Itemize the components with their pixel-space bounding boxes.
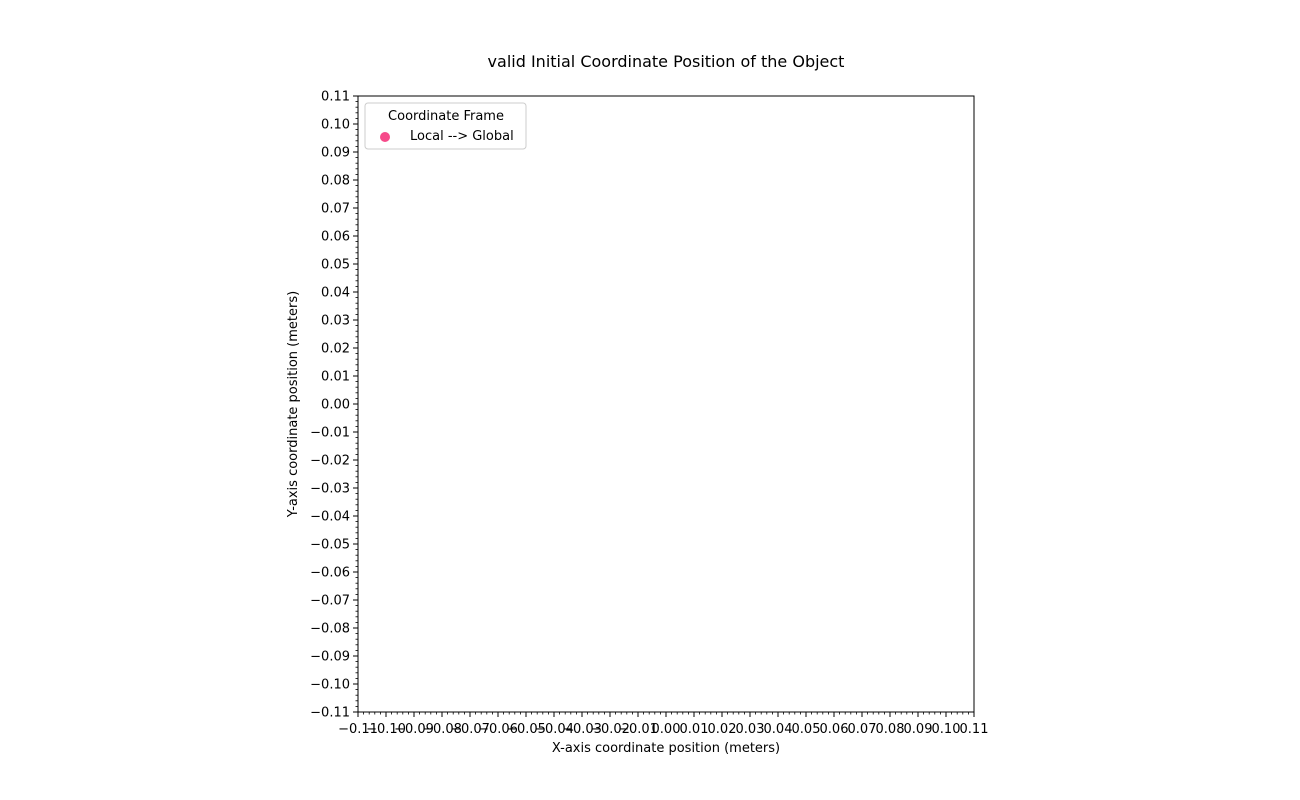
y-tick-label: −0.03: [310, 482, 350, 497]
y-tick-label: −0.08: [310, 622, 350, 637]
y-tick-label: −0.01: [310, 426, 350, 441]
y-tick-label: 0.08: [321, 174, 350, 189]
legend: Coordinate Frame Local --> Global: [364, 102, 527, 150]
y-tick-label: 0.10: [321, 118, 350, 133]
y-tick-label: 0.03: [321, 314, 350, 329]
x-tick-label: −0.04: [534, 722, 574, 737]
legend-title: Coordinate Frame: [388, 109, 504, 124]
y-tick-label: 0.11: [321, 90, 350, 105]
x-tick-label: 0.02: [708, 722, 737, 737]
y-tick-label: −0.04: [310, 510, 350, 525]
x-tick-label: 0.03: [736, 722, 765, 737]
x-tick-label: −0.08: [422, 722, 462, 737]
x-tick-label: −0.09: [394, 722, 434, 737]
y-tick-label: −0.09: [310, 650, 350, 665]
y-axis: −0.11 −0.10 −0.09 −0.08 −0.07 −0.06 −0.05 −0.04…: [310, 90, 358, 721]
x-tick-label: 0.06: [820, 722, 849, 737]
x-axis: −0.11−0.10−0.09−0.08−0.07−0.06−0.05−0.04…: [338, 712, 988, 737]
x-tick-label: 0.01: [680, 722, 709, 737]
x-tick-label: −0.07: [450, 722, 490, 737]
plot-area: [357, 95, 975, 713]
legend-entry-label: Local --> Global: [410, 129, 514, 144]
x-tick-label: −0.03: [562, 722, 602, 737]
y-tick-label: 0.04: [321, 286, 350, 301]
x-major-ticks: [357, 712, 975, 717]
x-tick-label: −0.10: [366, 722, 406, 737]
y-tick-label: 0.01: [321, 370, 350, 385]
y-tick-label: 0.05: [321, 258, 350, 273]
y-tick-label: 0.07: [321, 202, 350, 217]
y-tick-label: −0.02: [310, 454, 350, 469]
x-minor-ticks: [363, 712, 969, 715]
x-tick-label: 0.07: [848, 722, 877, 737]
y-tick-label: 0.09: [321, 146, 350, 161]
x-tick-label: −0.01: [618, 722, 658, 737]
x-axis-label: X-axis coordinate position (meters): [552, 741, 780, 756]
x-tick-label: 0.05: [792, 722, 821, 737]
y-tick-label: −0.06: [310, 566, 350, 581]
x-tick-label: −0.02: [590, 722, 630, 737]
x-tick-label: −0.06: [478, 722, 518, 737]
x-tick-label: 0.11: [960, 722, 989, 737]
legend-marker-local-to-global: [380, 132, 390, 142]
y-tick-label: 0.06: [321, 230, 350, 245]
y-tick-labels: −0.11 −0.10 −0.09 −0.08 −0.07 −0.06 −0.05 −0.04…: [310, 90, 350, 721]
legend-box: [364, 102, 527, 150]
x-tick-label: 0.00: [652, 722, 681, 737]
x-tick-label: −0.05: [506, 722, 546, 737]
x-tick-label: 0.04: [764, 722, 793, 737]
y-minor-ticks: [355, 101, 358, 707]
y-tick-label: 0.02: [321, 342, 350, 357]
x-tick-label: 0.10: [932, 722, 961, 737]
x-tick-labels: −0.11−0.10−0.09−0.08−0.07−0.06−0.05−0.04…: [338, 722, 988, 737]
x-tick-label: 0.08: [876, 722, 905, 737]
y-tick-label: 0.00: [321, 398, 350, 413]
y-tick-label: −0.10: [310, 678, 350, 693]
y-tick-label: −0.07: [310, 594, 350, 609]
y-major-ticks: [353, 95, 358, 713]
y-tick-label: −0.05: [310, 538, 350, 553]
plot-background: [358, 96, 974, 712]
x-tick-label: 0.09: [904, 722, 933, 737]
y-tick-label: −0.11: [310, 706, 350, 721]
chart-title: valid Initial Coordinate Position of the…: [488, 52, 845, 71]
x-tick-label: −0.11: [338, 722, 378, 737]
y-axis-label: Y-axis coordinate position (meters): [286, 291, 301, 518]
